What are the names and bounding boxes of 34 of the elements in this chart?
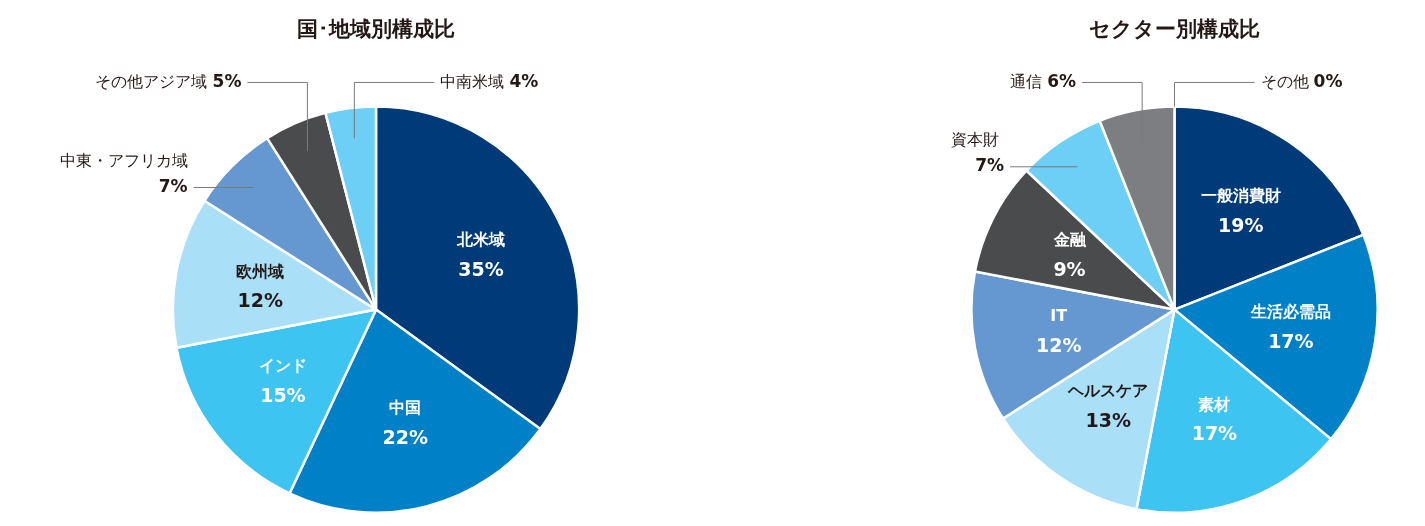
data-label: 15%	[260, 383, 306, 406]
slice-label: 資本財	[951, 129, 1000, 149]
slice-label: 生活必需品	[1249, 302, 1331, 322]
data-label: 17%	[1268, 329, 1314, 352]
slice-label: 通信	[1010, 71, 1048, 91]
slice-label: 欧州域	[236, 261, 285, 281]
data-label: 13%	[1085, 408, 1132, 431]
data-label: 22%	[382, 425, 429, 448]
data-label: 12%	[237, 289, 283, 312]
slice-label: 素材	[1198, 394, 1231, 414]
chart-title: セクター別構成比	[1089, 17, 1260, 42]
slice-label: 中南米域	[440, 71, 510, 91]
slice-label: インド	[258, 355, 307, 375]
slice-label: 一般消費財	[1200, 186, 1281, 206]
data-label: 35%	[458, 258, 504, 281]
data-label: 9%	[1053, 258, 1086, 281]
data-label: 4%	[509, 70, 539, 91]
data-label: 5%	[212, 70, 242, 91]
data-label: 7%	[975, 155, 1005, 176]
data-label: 17%	[1191, 422, 1238, 445]
slice-label: IT	[1050, 305, 1068, 325]
data-label: 7%	[158, 175, 188, 196]
data-label: 19%	[1217, 214, 1264, 237]
slice-label: 中国	[389, 397, 422, 417]
text: 0%	[1313, 70, 1343, 91]
data-label: 12%	[1036, 333, 1082, 356]
category-label: その他	[1260, 71, 1309, 91]
data-label: 6%	[1047, 70, 1077, 91]
slice-label: 北米域	[455, 230, 505, 250]
slice-label: その他アジア域	[95, 71, 213, 91]
slice-label: 金融	[1052, 230, 1087, 250]
slice-label: 中東・アフリカ域	[59, 150, 188, 170]
slice-label: ヘルスケア	[1067, 381, 1149, 401]
chart-title: 国･地域別構成比	[297, 17, 455, 42]
